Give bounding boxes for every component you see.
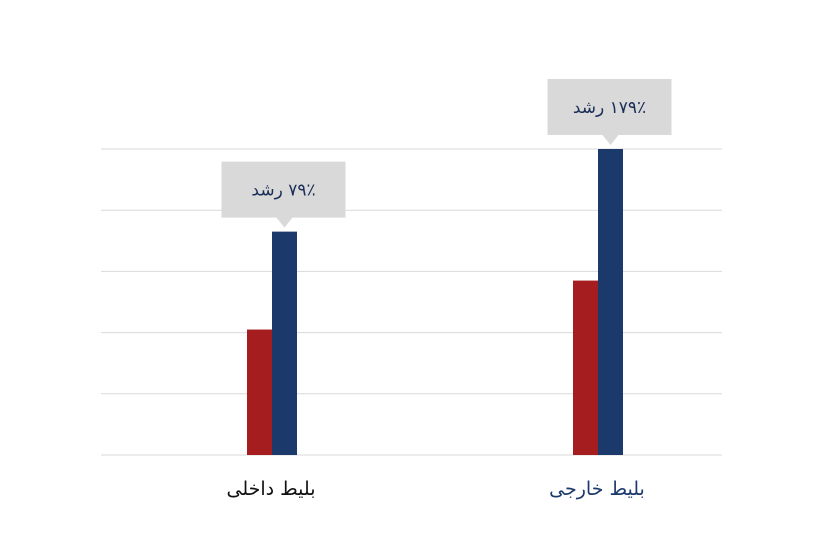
growth-callout: ۷۹٪ رشد: [221, 161, 346, 228]
callout-box: [221, 161, 346, 228]
bar-series-2-category-2: [272, 231, 297, 455]
growth-callout: ۱۷۹٪ رشد: [547, 79, 672, 145]
category-label: بلیط داخلی: [227, 478, 316, 500]
callouts: ۱۷۹٪ رشد ۷۹٪ رشد: [221, 79, 672, 228]
bar-series-1-category-2: [247, 329, 272, 455]
gridlines: [101, 148, 722, 456]
bars: [247, 149, 623, 455]
callout-label: ۷۹٪ رشد: [251, 181, 315, 201]
category-labels: بلیط خارجی بلیط داخلی: [227, 478, 645, 500]
callout-label: ۱۷۹٪ رشد: [573, 98, 646, 118]
bar-series-2-category-1: [598, 149, 623, 455]
callout-box: [547, 79, 672, 145]
category-label: بلیط خارجی: [549, 478, 645, 500]
bar-series-1-category-1: [573, 280, 598, 455]
